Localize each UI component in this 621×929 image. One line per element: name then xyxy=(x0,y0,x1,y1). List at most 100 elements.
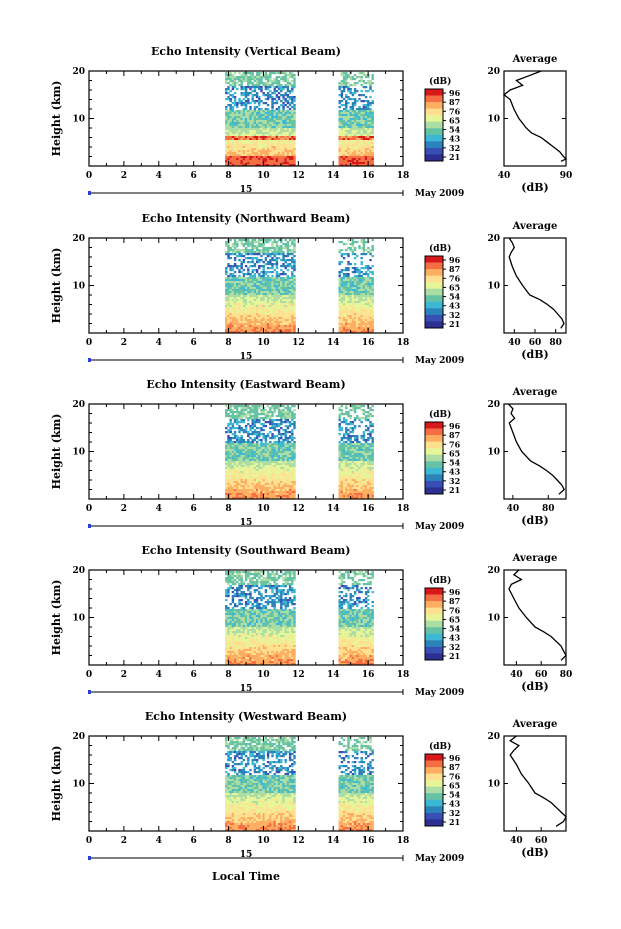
heatmap-cell xyxy=(360,154,363,157)
heatmap-cell xyxy=(242,116,246,119)
heatmap-cell xyxy=(349,325,352,328)
heatmap-cell xyxy=(236,285,239,288)
heatmap-cell xyxy=(273,142,276,145)
heatmap-cell xyxy=(247,140,250,143)
heatmap-cell xyxy=(247,245,250,248)
heatmap-cell xyxy=(275,84,279,87)
heatmap-cell xyxy=(360,317,363,320)
heatmap-cell xyxy=(229,78,232,81)
heatmap-cell xyxy=(356,144,359,147)
heatmap-cell xyxy=(227,323,230,326)
heatmap-cell xyxy=(262,84,265,87)
heatmap-cell xyxy=(229,299,232,302)
heatmap-cell xyxy=(258,239,261,242)
heatmap-cell xyxy=(249,475,252,478)
heatmap-cell xyxy=(347,289,350,292)
heatmap-cell xyxy=(225,319,228,322)
heatmap-cell xyxy=(358,124,361,127)
heatmap-cell xyxy=(242,449,246,452)
heatmap-cell xyxy=(266,154,270,157)
heatmap-cell xyxy=(349,243,352,246)
heatmap-cell xyxy=(275,497,279,500)
heatmap-cell xyxy=(347,122,350,125)
heatmap-cell xyxy=(260,72,263,75)
heatmap-cell xyxy=(340,293,344,296)
heatmap-cell xyxy=(364,285,368,288)
heatmap-cell xyxy=(349,299,352,302)
heatmap-cell xyxy=(269,120,272,123)
heatmap-cell xyxy=(229,100,232,103)
heatmap-cell xyxy=(242,158,246,161)
heatmap-cell xyxy=(238,307,241,310)
heatmap-cell xyxy=(349,301,352,304)
heatmap-cell xyxy=(244,136,248,139)
heatmap-cell xyxy=(345,323,348,326)
heatmap-cell xyxy=(240,443,243,446)
heatmap-cell xyxy=(258,475,261,478)
heatmap-cell xyxy=(229,154,232,157)
heatmap-cell xyxy=(233,331,237,334)
heatmap-cell xyxy=(358,120,361,123)
heatmap-cell xyxy=(229,473,232,476)
heatmap-cell xyxy=(266,136,270,139)
heatmap-cell xyxy=(356,146,359,149)
heatmap-cell xyxy=(367,287,370,290)
heatmap-cell xyxy=(236,118,239,121)
heatmap-cell xyxy=(273,469,276,472)
heatmap-cell xyxy=(271,469,274,472)
heatmap-cell xyxy=(264,108,268,111)
heatmap-cell xyxy=(240,421,243,424)
heatmap-cell xyxy=(284,80,287,83)
heatmap-cell xyxy=(286,325,290,328)
heatmap-cell xyxy=(369,329,372,332)
heatmap-cell xyxy=(255,287,259,290)
heatmap-cell xyxy=(362,295,366,298)
heatmap-cell xyxy=(277,299,281,302)
heatmap-cell xyxy=(282,243,285,246)
colorbar-tick-label: 54 xyxy=(449,292,461,302)
heatmap-cell xyxy=(367,303,370,306)
heatmap-cell xyxy=(271,112,274,115)
heatmap-cell xyxy=(275,315,279,318)
heatmap-cell xyxy=(236,439,239,442)
heatmap-cell xyxy=(240,449,243,452)
heatmap-cell xyxy=(258,251,261,254)
heatmap-cell xyxy=(288,289,292,292)
heatmap-cell xyxy=(351,267,355,270)
heatmap-cell xyxy=(266,295,270,298)
heatmap-cell xyxy=(358,331,361,334)
heatmap-cell xyxy=(349,128,352,131)
heatmap-cell xyxy=(247,118,250,121)
heatmap-cell xyxy=(240,473,243,476)
heatmap-cell xyxy=(291,283,294,286)
heatmap-cell xyxy=(362,100,366,103)
heatmap-cell xyxy=(288,140,292,143)
heatmap-cell xyxy=(360,126,363,129)
heatmap-cell xyxy=(260,487,263,490)
heatmap-cell xyxy=(271,419,274,422)
heatmap-cell xyxy=(264,271,268,274)
heatmap-cell xyxy=(349,78,352,81)
heatmap-cell xyxy=(342,299,346,302)
heatmap-cell xyxy=(247,473,250,476)
heatmap-cell xyxy=(227,132,230,135)
heatmap-cell xyxy=(345,321,348,324)
heatmap-cell xyxy=(351,136,355,139)
heatmap-cell xyxy=(275,301,279,304)
heatmap-cell xyxy=(338,263,341,266)
heatmap-cell xyxy=(227,301,230,304)
heatmap-cell xyxy=(238,331,241,334)
panel-title: Echo Intensity (Vertical Beam) xyxy=(151,45,341,58)
heatmap-cell xyxy=(242,122,246,125)
heatmap-cell xyxy=(244,413,248,416)
heatmap-cell xyxy=(229,297,232,300)
heatmap-cell xyxy=(253,451,257,454)
heatmap-cell xyxy=(264,164,268,167)
heatmap-cell xyxy=(225,411,228,414)
heatmap-cell xyxy=(242,461,246,464)
heatmap-cell xyxy=(342,301,346,304)
heatmap-cell xyxy=(369,84,372,87)
heatmap-cell xyxy=(353,267,357,270)
heatmap-cell xyxy=(273,241,276,244)
heatmap-cell xyxy=(258,417,261,420)
